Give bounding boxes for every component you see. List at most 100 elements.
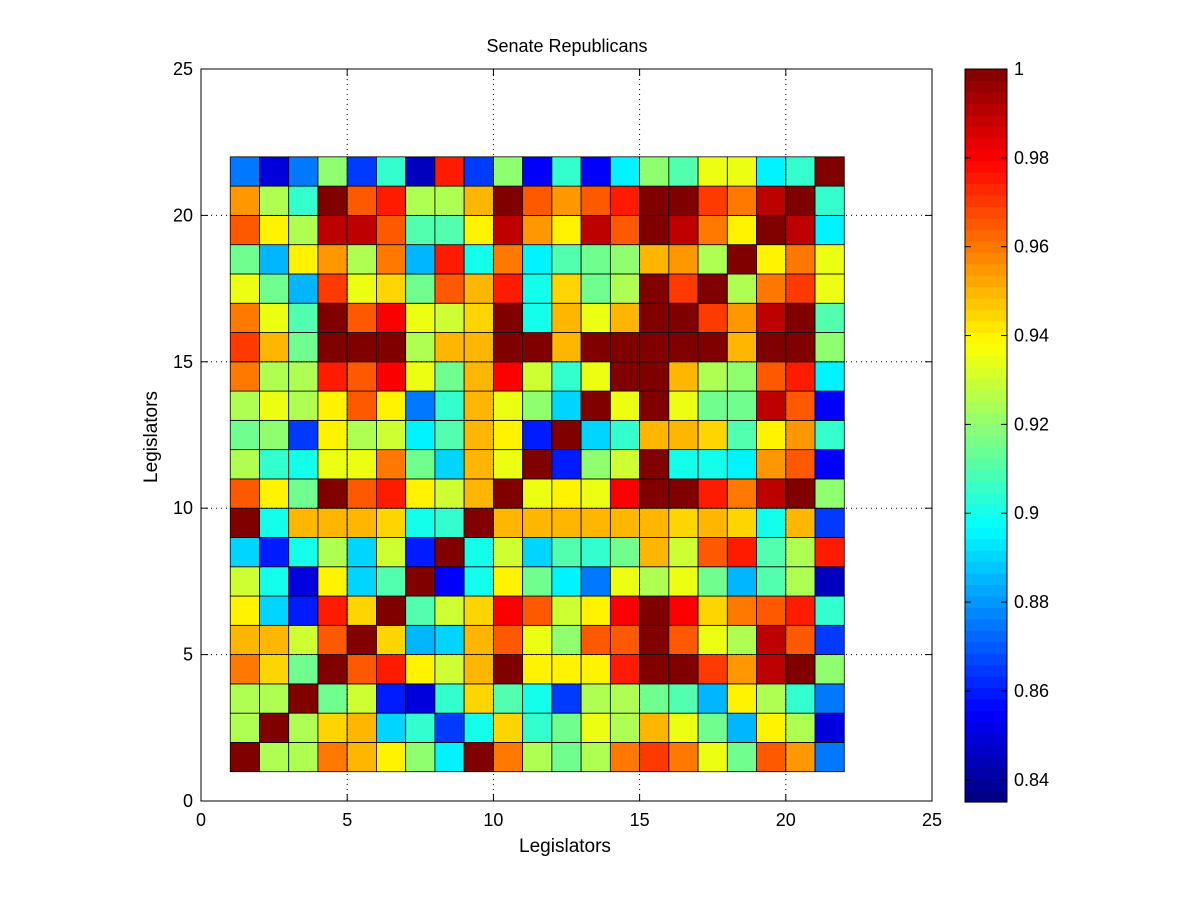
heatmap-cell — [463, 244, 494, 275]
heatmap-cell — [317, 478, 348, 509]
heatmap-cell — [785, 302, 816, 333]
heatmap-cell — [229, 156, 260, 187]
heatmap-cell — [726, 244, 757, 275]
heatmap-cell — [785, 185, 816, 216]
heatmap-cell — [697, 361, 728, 392]
heatmap-cell — [756, 332, 787, 363]
heatmap-cell — [668, 712, 699, 743]
heatmap-cell — [609, 244, 640, 275]
heatmap-cell — [580, 683, 611, 714]
heatmap-cell — [434, 712, 465, 743]
heatmap-cell — [492, 683, 524, 714]
heatmap-cell — [726, 361, 757, 392]
heatmap-cell — [405, 624, 436, 656]
heatmap-cell — [756, 273, 787, 304]
colorbar-step — [965, 275, 1007, 288]
colorbar-step — [965, 664, 1007, 677]
heatmap-cell — [434, 507, 465, 538]
heatmap-cell — [756, 244, 787, 275]
heatmap-cell — [259, 185, 290, 216]
heatmap-cell — [434, 683, 465, 714]
heatmap-cell — [814, 156, 845, 187]
heatmap-cell — [522, 214, 553, 246]
heatmap-cell — [551, 624, 582, 656]
heatmap-cell — [463, 302, 494, 333]
heatmap-cell — [288, 156, 319, 187]
heatmap-cell — [259, 683, 290, 714]
heatmap-cell — [463, 273, 494, 304]
heatmap-cell — [376, 244, 407, 275]
heatmap-cell — [756, 302, 787, 333]
heatmap-cell — [434, 214, 465, 246]
colorbar-step — [965, 446, 1007, 460]
heatmap-cell — [346, 624, 377, 656]
heatmap-cell — [785, 537, 816, 568]
heatmap-cell — [814, 595, 845, 626]
heatmap-cell — [697, 624, 728, 656]
heatmap-cell — [697, 273, 728, 304]
heatmap-cell — [609, 742, 640, 773]
y-axis-label: Legislators — [141, 391, 162, 483]
heatmap-cell — [726, 156, 757, 187]
heatmap-cell — [697, 244, 728, 275]
heatmap-cell — [580, 419, 611, 451]
heatmap-cell — [785, 214, 816, 246]
heatmap-cell — [756, 537, 787, 568]
heatmap-cell — [317, 302, 348, 333]
heatmap-cell — [785, 566, 816, 597]
heatmap-cell — [726, 332, 757, 363]
heatmap-cell — [697, 712, 728, 743]
heatmap-cell — [405, 361, 436, 392]
heatmap-cell — [551, 244, 582, 275]
colorbar-step — [965, 424, 1007, 437]
heatmap-cell — [668, 185, 699, 216]
colorbar-step — [965, 744, 1007, 757]
heatmap-cell — [259, 449, 290, 480]
colorbar-step — [965, 779, 1007, 792]
heatmap-cell — [756, 595, 787, 626]
heatmap-cell — [551, 683, 582, 714]
heatmap-cell — [405, 419, 436, 451]
heatmap-cell — [609, 537, 640, 568]
colorbar-ticks: 0.84 0.86 0.88 0.9 0.92 0.94 0.96 0.98 1 — [965, 59, 1049, 790]
heatmap-cell — [288, 273, 319, 304]
heatmap-cell — [492, 419, 524, 451]
heatmap-cell — [492, 566, 524, 597]
heatmap-cell — [726, 273, 757, 304]
heatmap-cell — [434, 449, 465, 480]
heatmap-cell — [317, 654, 348, 685]
colorbar-step — [965, 469, 1007, 482]
y-tick-label: 5 — [183, 645, 193, 665]
heatmap-cell — [522, 332, 553, 363]
heatmap-cell — [726, 449, 757, 480]
heatmap-cell — [434, 419, 465, 451]
heatmap-cell — [609, 214, 640, 246]
heatmap-cell — [814, 624, 845, 656]
heatmap-cell — [434, 273, 465, 304]
heatmap-cell — [463, 449, 494, 480]
x-tick-label: 10 — [483, 810, 503, 830]
heatmap-cell — [697, 302, 728, 333]
colorbar-step — [965, 721, 1007, 734]
heatmap-cell — [522, 507, 553, 538]
heatmap-cell — [726, 185, 757, 216]
heatmap-cells — [229, 156, 845, 773]
heatmap-cell — [434, 390, 465, 421]
heatmap-cell — [756, 361, 787, 392]
heatmap-cell — [405, 595, 436, 626]
heatmap-cell — [697, 449, 728, 480]
heatmap-cell — [726, 712, 757, 743]
colorbar-step — [965, 194, 1007, 208]
colorbar-tick-label: 0.94 — [1014, 326, 1049, 346]
colorbar-step — [965, 618, 1007, 631]
y-tick-label: 10 — [173, 498, 193, 518]
heatmap-cell — [229, 449, 260, 480]
colorbar-tick-label: 0.98 — [1014, 148, 1049, 168]
heatmap-cell — [726, 419, 757, 451]
heatmap-cell — [697, 654, 728, 685]
heatmap-cell — [492, 332, 524, 363]
heatmap-cell — [522, 390, 553, 421]
heatmap-cell — [288, 507, 319, 538]
heatmap-cell — [346, 214, 377, 246]
heatmap-cell — [259, 273, 290, 304]
